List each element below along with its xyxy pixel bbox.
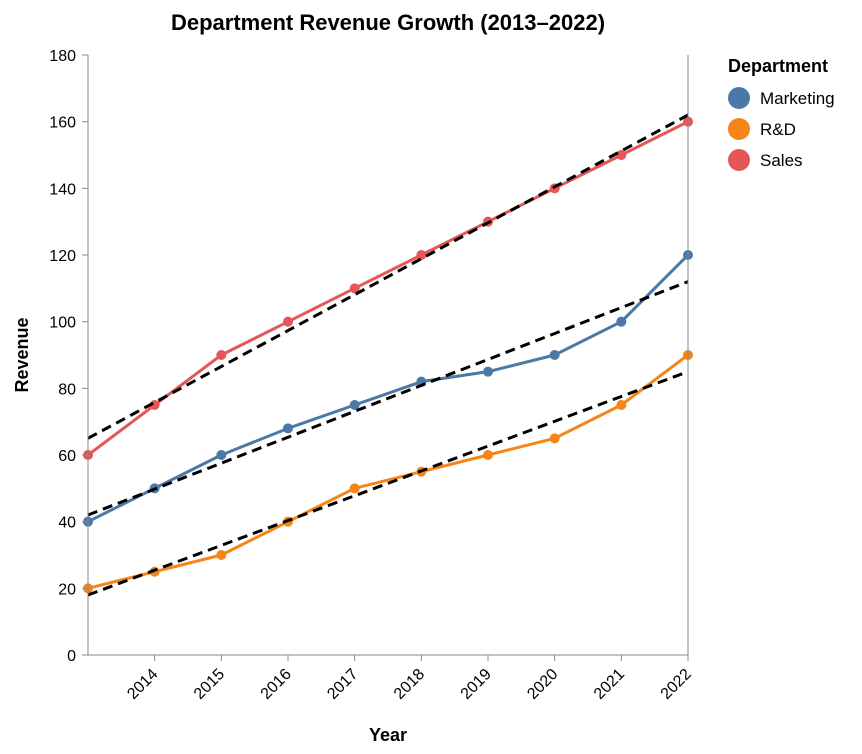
trend-line-marketing	[87, 280, 689, 517]
y-axis-title: Revenue	[12, 317, 32, 392]
x-axis-title: Year	[369, 725, 407, 745]
series-line-sales	[87, 120, 689, 457]
x-tick-label: 2015	[191, 666, 228, 703]
series-line-marketing	[87, 253, 690, 524]
data-point-r-d	[483, 450, 493, 460]
x-tick-label: 2017	[324, 666, 361, 703]
legend-swatch-sales	[728, 149, 750, 171]
y-tick-label: 40	[58, 515, 76, 532]
data-point-r-d	[549, 433, 560, 444]
x-tick-label: 2022	[658, 666, 695, 703]
trend-line-sales	[87, 113, 689, 440]
y-tick-label: 120	[49, 248, 76, 265]
y-tick-label: 60	[58, 448, 76, 465]
x-tick-label: 2020	[524, 666, 561, 703]
data-point-sales	[416, 250, 427, 260]
data-point-marketing	[549, 350, 560, 360]
y-tick-label: 20	[58, 581, 76, 598]
data-point-marketing	[216, 450, 227, 460]
legend-label-sales: Sales	[760, 151, 803, 170]
data-point-sales	[283, 316, 293, 327]
y-axis: 0 20 40 60 80 100 120 140 160 180	[49, 48, 89, 665]
legend-swatch-marketing	[728, 87, 750, 109]
legend-title: Department	[728, 56, 828, 76]
legend-label-marketing: Marketing	[760, 89, 835, 108]
data-point-r-d	[349, 483, 360, 494]
legend-label-r-d: R&D	[760, 120, 796, 139]
series-line-r-d	[87, 353, 689, 590]
x-tick-label: 2016	[258, 666, 295, 703]
y-tick-label: 100	[49, 315, 76, 332]
data-point-r-d	[216, 550, 227, 560]
data-point-marketing	[616, 316, 627, 327]
data-point-sales	[216, 350, 227, 360]
data-point-sales	[349, 283, 360, 294]
y-tick-label: 0	[67, 648, 76, 665]
y-tick-label: 140	[49, 181, 76, 198]
data-point-marketing	[483, 366, 493, 377]
trend-line-r-d	[87, 370, 689, 597]
x-tick-label: 2021	[591, 666, 628, 703]
y-tick-label: 160	[49, 115, 76, 132]
data-point-marketing	[283, 423, 293, 434]
legend-swatch-r-d	[728, 118, 750, 140]
x-axis: 2014 2015 2016 2017 2018 2019 2020 2021 2022	[88, 55, 695, 703]
data-point-marketing	[349, 400, 360, 410]
legend: Department Marketing R&D Sales	[728, 56, 835, 171]
x-tick-label: 2018	[391, 666, 428, 703]
chart-title: Department Revenue Growth (2013–2022)	[171, 10, 605, 35]
data-point-r-d	[616, 400, 627, 410]
y-tick-label: 180	[49, 48, 76, 65]
plot-area	[83, 113, 693, 597]
y-tick-label: 80	[58, 381, 76, 398]
x-tick-label: 2014	[124, 666, 161, 703]
data-point-sales	[616, 150, 627, 160]
x-tick-label: 2019	[458, 666, 495, 703]
